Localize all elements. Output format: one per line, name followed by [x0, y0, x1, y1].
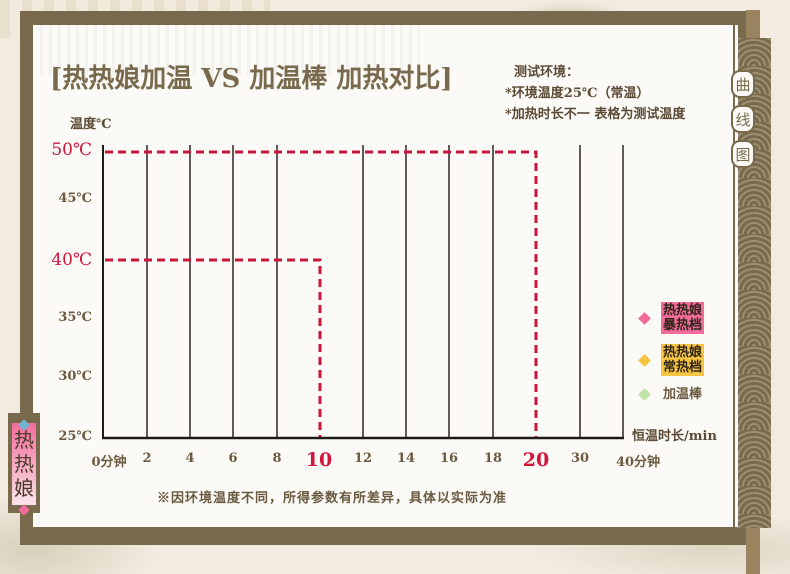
y-tick-label: 50℃ — [51, 140, 92, 160]
x-tick-label: 14 — [396, 451, 416, 466]
legend-label-line: 热热娘 — [663, 303, 703, 318]
legend-item: 热热娘 常热档 — [636, 344, 705, 376]
x-tick-label: 20 — [522, 449, 550, 471]
x-tick-label: 10 — [305, 449, 333, 471]
y-tick-label: 45℃ — [58, 191, 92, 206]
test-env-line: *环境温度25℃（常温） — [505, 86, 650, 101]
legend-label: 热热娘 常热档 — [661, 344, 705, 376]
legend-label-line: 热热娘 — [663, 345, 703, 360]
legend-label-line: 暴热档 — [663, 318, 703, 333]
legend-item: 热热娘 暴热档 — [636, 302, 705, 334]
chart-title: [热热娘加温 VS 加温棒 加热对比] — [50, 64, 453, 94]
x-tick-label: 30 — [570, 451, 590, 466]
x-tick-label: 8 — [272, 451, 282, 466]
x-axis-title: 恒温时长/min — [632, 429, 717, 444]
legend-label: 热热娘 暴热档 — [661, 302, 705, 334]
y-tick-label: 35℃ — [58, 310, 92, 325]
stamp-icon: 线 — [731, 105, 755, 133]
x-tick-label: 12 — [353, 451, 373, 466]
legend-label-line: 常热档 — [663, 360, 703, 375]
legend-label: 加温棒 — [663, 387, 703, 402]
x-tick-label: 2 — [142, 451, 152, 466]
x-tick-label: 4 — [185, 451, 195, 466]
divider — [735, 25, 738, 527]
x-tick-label: 18 — [483, 451, 503, 466]
frame-corner — [746, 10, 760, 38]
diamond-icon — [638, 311, 651, 325]
x-tick-label: 0分钟 — [91, 455, 127, 470]
stamp-label: 线 — [735, 110, 751, 129]
legend-item: 加温棒 — [636, 386, 704, 403]
test-environment-note: 测试环境： *环境温度25℃（常温） *加热时长不一 表格为测试温度 — [505, 62, 685, 125]
brand-tag-char: 热 — [14, 452, 34, 476]
footnote: ※因环境温度不同，所得参数有所差异，具体以实际为准 — [157, 491, 508, 506]
y-tick-label: 30℃ — [58, 369, 92, 384]
stamp-icon: 图 — [731, 140, 755, 168]
stamp-label: 曲 — [735, 75, 751, 94]
diamond-icon — [638, 353, 651, 367]
frame-corner — [746, 528, 760, 574]
y-axis-title: 温度℃ — [70, 117, 112, 132]
y-tick-label: 25℃ — [58, 429, 92, 444]
brand-tag-char: 热 — [14, 428, 34, 452]
test-env-heading: 测试环境： — [514, 65, 580, 80]
brand-tag: 热 热 娘 — [12, 423, 36, 505]
stamp-icon: 曲 — [731, 70, 755, 98]
x-tick-label: 40分钟 — [615, 455, 661, 470]
legend: 热热娘 暴热档 热热娘 常热档 加温棒 — [636, 302, 705, 413]
x-tick-label: 16 — [439, 451, 459, 466]
brand-tag-char: 娘 — [14, 476, 34, 500]
y-tick-label: 40℃ — [51, 250, 92, 270]
panel-texture — [40, 25, 420, 75]
x-tick-label: 6 — [228, 451, 238, 466]
test-env-line: *加热时长不一 表格为测试温度 — [505, 107, 686, 122]
stamp-label: 图 — [735, 145, 751, 164]
diamond-icon — [638, 388, 651, 401]
